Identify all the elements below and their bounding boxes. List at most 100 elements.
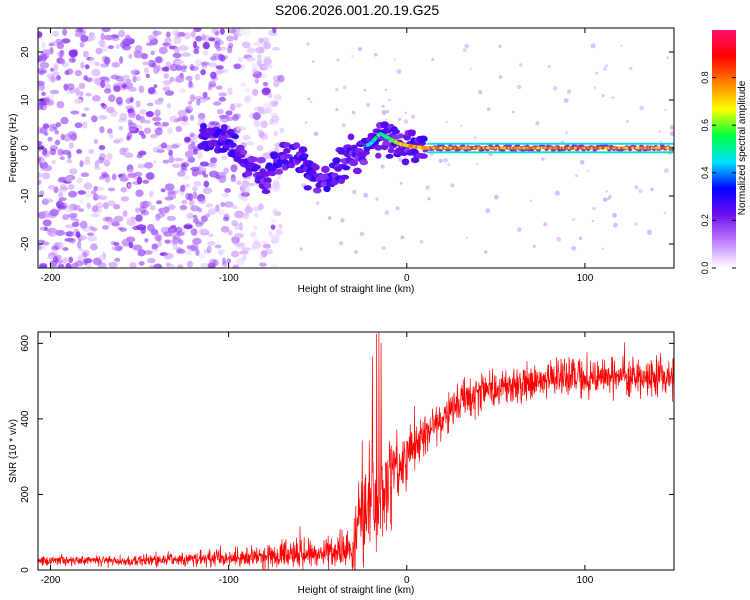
snr-xlabel: Height of straight line (km): [298, 585, 415, 596]
noise-dot: [375, 197, 379, 201]
colorbar-label: Normalized spectral amplitude: [737, 80, 748, 215]
noise-dot: [664, 108, 667, 112]
noise-blob: [183, 32, 192, 40]
noise-blob: [84, 191, 93, 198]
noise-blob: [88, 35, 97, 41]
noise-dot: [485, 208, 491, 214]
noise-blob: [127, 172, 137, 178]
noise-blob: [169, 64, 178, 72]
noise-blob: [68, 190, 78, 198]
noise-blob: [127, 132, 133, 140]
noise-dot: [357, 46, 363, 52]
noise-blob: [272, 208, 278, 216]
noise-blob: [57, 263, 65, 268]
noise-blob: [168, 149, 173, 157]
signal-blob: [323, 185, 331, 193]
noise-blob: [233, 32, 238, 41]
noise-dot: [315, 201, 320, 205]
noise-blob: [218, 114, 229, 119]
noise-blob: [137, 163, 146, 169]
noise-blob: [203, 173, 209, 178]
noise-dot: [556, 236, 562, 242]
noise-blob: [258, 38, 264, 43]
noise-blob: [136, 224, 147, 231]
noise-blob: [279, 127, 285, 133]
noise-dot: [305, 121, 308, 124]
noise-blob: [85, 156, 90, 162]
noise-blob: [183, 224, 193, 230]
noise-blob: [160, 142, 168, 149]
noise-blob: [167, 127, 173, 135]
noise-blob: [89, 225, 94, 231]
noise-blob: [60, 58, 66, 65]
noise-blob: [52, 30, 60, 37]
noise-blob: [128, 53, 133, 59]
noise-blob: [123, 152, 134, 158]
noise-dot: [438, 158, 443, 163]
noise-blob: [80, 34, 89, 43]
noise-dot: [381, 246, 386, 251]
noise-dot: [603, 67, 607, 71]
noise-blob: [139, 206, 147, 214]
noise-blob: [110, 109, 118, 117]
noise-dot: [602, 197, 608, 202]
noise-dot: [629, 66, 633, 71]
noise-blob: [49, 260, 58, 268]
noise-blob: [88, 148, 95, 154]
noise-blob: [177, 109, 188, 117]
noise-blob: [42, 219, 52, 227]
noise-dot: [307, 97, 311, 101]
noise-blob: [202, 50, 209, 56]
noise-blob: [278, 223, 283, 229]
noise-blob: [59, 202, 68, 209]
noise-blob: [190, 228, 198, 236]
noise-blob: [145, 73, 150, 78]
noise-blob: [135, 114, 141, 121]
noise-blob: [107, 200, 116, 207]
noise-blob: [179, 186, 185, 193]
noise-blob: [81, 249, 91, 257]
noise-blob: [154, 56, 163, 64]
noise-blob: [227, 87, 233, 95]
noise-blob: [252, 71, 263, 79]
noise-blob: [220, 202, 225, 207]
signal-blob: [391, 129, 400, 135]
noise-blob: [162, 42, 170, 46]
noise-dot: [473, 136, 477, 139]
noise-blob: [79, 91, 84, 96]
noise-dot: [299, 247, 303, 251]
noise-dot: [404, 111, 407, 114]
noise-blob: [103, 88, 112, 94]
noise-blob: [98, 156, 104, 164]
noise-dot: [396, 69, 402, 74]
noise-blob: [245, 51, 254, 59]
noise-blob: [239, 82, 247, 88]
noise-blob: [241, 247, 251, 252]
noise-blob: [119, 112, 128, 121]
noise-blob: [160, 188, 166, 193]
noise-blob: [241, 181, 249, 189]
noise-dot: [663, 211, 667, 215]
noise-blob: [154, 127, 163, 136]
noise-blob: [88, 57, 96, 65]
noise-blob: [241, 191, 250, 197]
noise-blob: [200, 262, 210, 268]
noise-blob: [270, 99, 276, 107]
noise-blob: [228, 28, 237, 34]
noise-blob: [201, 61, 208, 69]
noise-blob: [212, 259, 219, 267]
noise-blob: [66, 158, 73, 164]
noise-blob: [38, 80, 45, 87]
snr-panel: -200 -100 0 100 0 200 400 600 Height of straigh…: [8, 331, 675, 596]
x-tick-label: -200: [40, 273, 60, 284]
noise-dot: [571, 218, 575, 221]
noise-blob: [241, 254, 247, 262]
x-tick-label: 100: [577, 273, 594, 284]
noise-blob: [183, 175, 190, 180]
noise-blob: [138, 85, 145, 93]
noise-blob: [152, 116, 162, 122]
signal-blob: [359, 159, 369, 166]
noise-blob: [38, 239, 45, 244]
noise-blob: [208, 80, 217, 88]
